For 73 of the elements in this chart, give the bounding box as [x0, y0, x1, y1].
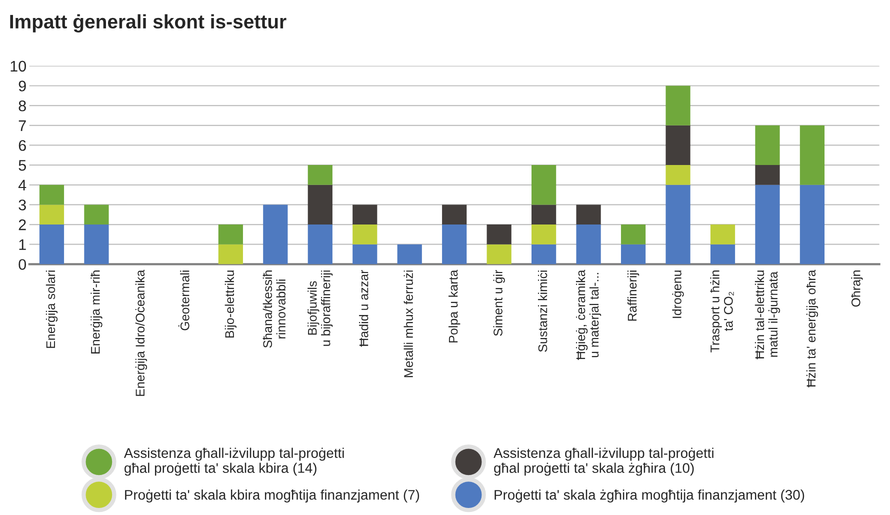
x-tick-label: Siment u ġir	[493, 270, 505, 336]
legend-label: Assistenza għall-iżvilupp tal-proġetti għal proġetti ta' skala żgħira (10)	[494, 448, 714, 476]
y-tick-label: 2	[18, 219, 26, 230]
y-tick-label: 5	[18, 160, 26, 171]
x-tick-label: Ħżin tal-elettriku matul il-ġurnata	[754, 270, 780, 360]
x-tick-label: Enerġija Idro/Oċeanika	[135, 270, 148, 396]
x-tick-label: Ħżin ta' enerġija oħra	[806, 270, 818, 388]
x-tick-label: Ħġieġ, ċeramika u materjal tal-...	[576, 270, 602, 360]
bar	[755, 165, 780, 185]
bar	[308, 224, 332, 264]
y-tick-label: 4	[18, 180, 26, 190]
x-tick-label: Enerġija mir-riħ	[90, 270, 102, 354]
bar	[755, 184, 780, 264]
bar	[532, 244, 556, 264]
y-tick-label: 10	[10, 60, 26, 72]
bar	[486, 244, 512, 264]
x-tick-label: Enerġija solari	[46, 270, 58, 348]
y-tick-label: 0	[18, 259, 26, 270]
bar	[532, 224, 556, 244]
bar	[800, 125, 825, 185]
bar	[39, 184, 64, 205]
bar	[397, 244, 422, 264]
bar	[218, 244, 243, 264]
x-tick-label: Sħana/tkessiħ rinnovabbli	[262, 270, 286, 348]
x-tick-label: Raffineriji	[627, 270, 640, 321]
bar	[352, 224, 378, 244]
legend-label: Proġetti ta' skala żgħira mogħtija finanzjament (30)	[494, 490, 804, 502]
x-tick-label: Sustanzi kimiċi	[538, 270, 548, 352]
bar	[666, 165, 690, 185]
bar	[666, 125, 690, 166]
x-tick-label: Idroġenu	[672, 270, 684, 318]
y-tick-label: 9	[18, 80, 26, 92]
bar	[666, 184, 690, 264]
bar	[442, 204, 467, 225]
bar	[352, 244, 378, 264]
bar	[576, 224, 601, 264]
x-tick-label: Bijo-elettriku	[224, 270, 236, 338]
x-tick-label: Ġeotermali	[178, 270, 190, 330]
x-tick-label: Oħrajn	[851, 270, 863, 307]
bar	[263, 204, 288, 264]
y-tick-label: 8	[18, 100, 26, 112]
bar	[755, 125, 780, 166]
bar	[352, 204, 378, 225]
x-tick-label: Bijofjuwils u bijoraffineriji	[308, 270, 333, 346]
bar	[800, 184, 825, 264]
bar	[84, 204, 109, 225]
legend-label: Proġetti ta' skala kbira mogħtija finanzjament (7)	[125, 490, 420, 502]
bar	[308, 184, 332, 225]
bar	[710, 224, 736, 244]
legend-label: Assistenza għall-iżvilupp tal-proġetti għal proġetti ta' skala kbira (14)	[124, 448, 344, 476]
x-tick-label: Metalli mhux ferrużi	[404, 270, 413, 378]
bar	[486, 224, 512, 244]
y-tick-label: 6	[18, 140, 26, 151]
x-tick-label: Trasport u ħżin ta' CO₂	[710, 270, 734, 352]
bar	[442, 224, 467, 264]
bar	[576, 204, 601, 225]
bar	[620, 224, 646, 244]
bar	[620, 244, 646, 264]
bar	[666, 86, 690, 126]
x-tick-label: Ħadid u azzar	[359, 270, 368, 347]
bar	[218, 224, 243, 244]
bar	[532, 165, 556, 205]
y-tick-label: 1	[19, 239, 26, 250]
bar	[308, 165, 332, 185]
y-tick-label: 3	[18, 200, 26, 210]
bar	[532, 204, 556, 225]
bar	[84, 224, 109, 264]
y-tick-label: 7	[18, 120, 26, 131]
chart-title: Impatt ġenerali skont is-settur	[10, 14, 286, 32]
bar	[39, 224, 64, 264]
bar	[39, 204, 64, 225]
bar	[710, 244, 736, 264]
x-tick-label: Polpa u karta	[448, 270, 460, 342]
